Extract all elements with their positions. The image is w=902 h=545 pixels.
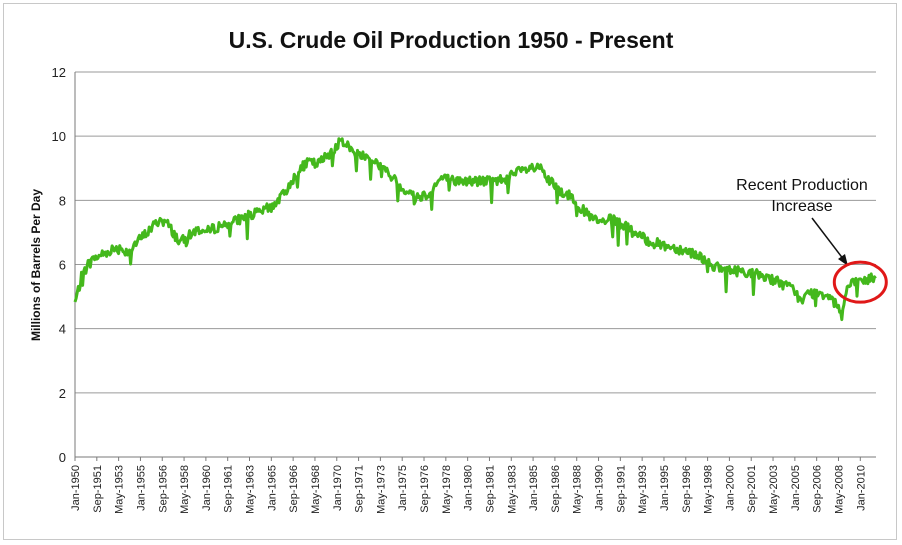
annotation-text-line2: Increase bbox=[771, 198, 832, 215]
y-tick-label: 8 bbox=[59, 193, 66, 208]
x-tick-label: Jan-1960 bbox=[201, 465, 213, 511]
x-tick-label: May-1953 bbox=[114, 465, 126, 514]
y-tick-label: 4 bbox=[59, 322, 66, 337]
annotation-circle bbox=[832, 260, 888, 304]
x-tick-label: May-1968 bbox=[310, 465, 322, 514]
y-tick-label: 10 bbox=[52, 129, 66, 144]
x-tick-label: May-1983 bbox=[506, 465, 518, 514]
annotation-text-line1: Recent Production bbox=[736, 177, 868, 194]
annotation: Recent Production Increase bbox=[736, 177, 888, 304]
annotation-arrow-line bbox=[811, 217, 845, 261]
series-line bbox=[73, 137, 877, 322]
y-tick-label: 6 bbox=[59, 258, 66, 273]
x-tick-label: Jan-2010 bbox=[855, 465, 867, 511]
x-tick-label: Sep-2006 bbox=[812, 465, 824, 513]
x-tick-label: Sep-1981 bbox=[484, 465, 496, 513]
x-tick-label: Sep-1976 bbox=[419, 465, 431, 513]
y-tick-labels: 0 2 4 6 8 10 12 bbox=[52, 65, 66, 465]
x-tick-label: Sep-1956 bbox=[157, 465, 169, 513]
x-tick-label: Sep-1961 bbox=[223, 465, 235, 513]
x-tick-label: Sep-1951 bbox=[92, 465, 104, 513]
x-tick-label: May-2008 bbox=[833, 465, 845, 514]
x-tick-label: May-1963 bbox=[245, 465, 257, 514]
y-tick-label: 2 bbox=[59, 386, 66, 401]
x-tick-label: Jan-2005 bbox=[790, 465, 802, 511]
y-tick-label: 0 bbox=[59, 450, 66, 465]
x-tick-label: Sep-1971 bbox=[354, 465, 366, 513]
x-tick-label: Sep-1966 bbox=[288, 465, 300, 513]
x-tick-label: Jan-1985 bbox=[528, 465, 540, 511]
y-tick-label: 12 bbox=[52, 65, 66, 80]
y-axis-label: Millions of Barrels Per Day bbox=[29, 189, 43, 341]
x-tick-label: May-1993 bbox=[637, 465, 649, 514]
x-tick-label: Jan-1980 bbox=[463, 465, 475, 511]
x-tick-label: May-1998 bbox=[703, 465, 715, 514]
x-tick-label: Sep-1991 bbox=[615, 465, 627, 513]
x-tick-label: May-1988 bbox=[572, 465, 584, 514]
x-tick-label: Jan-1975 bbox=[397, 465, 409, 511]
x-tick-label: Jan-1950 bbox=[70, 465, 82, 511]
chart-title: U.S. Crude Oil Production 1950 - Present bbox=[229, 27, 674, 53]
x-tick-label: Jan-1965 bbox=[266, 465, 278, 511]
x-tick-label: Sep-2001 bbox=[746, 465, 758, 513]
x-tick-label: Sep-1996 bbox=[681, 465, 693, 513]
x-tick-label: May-1958 bbox=[179, 465, 191, 514]
x-tick-label: May-1973 bbox=[375, 465, 387, 514]
gridlines bbox=[74, 71, 876, 458]
x-tick-label: Jan-1970 bbox=[332, 465, 344, 511]
x-tick-label: Jan-2000 bbox=[724, 465, 736, 511]
x-tick-label: Sep-1986 bbox=[550, 465, 562, 513]
x-tick-label: May-1978 bbox=[441, 465, 453, 514]
x-tick-label: May-2003 bbox=[768, 465, 780, 514]
annotation-arrow-head bbox=[838, 254, 848, 266]
x-tick-label: Jan-1990 bbox=[594, 465, 606, 511]
x-tick-label: Jan-1955 bbox=[135, 465, 147, 511]
x-tick-labels: Jan-1950 Sep-1951 May-1953 Jan-1955 Sep-1956… bbox=[70, 457, 867, 514]
x-tick-label: Jan-1995 bbox=[659, 465, 671, 511]
series-layer bbox=[73, 137, 877, 322]
